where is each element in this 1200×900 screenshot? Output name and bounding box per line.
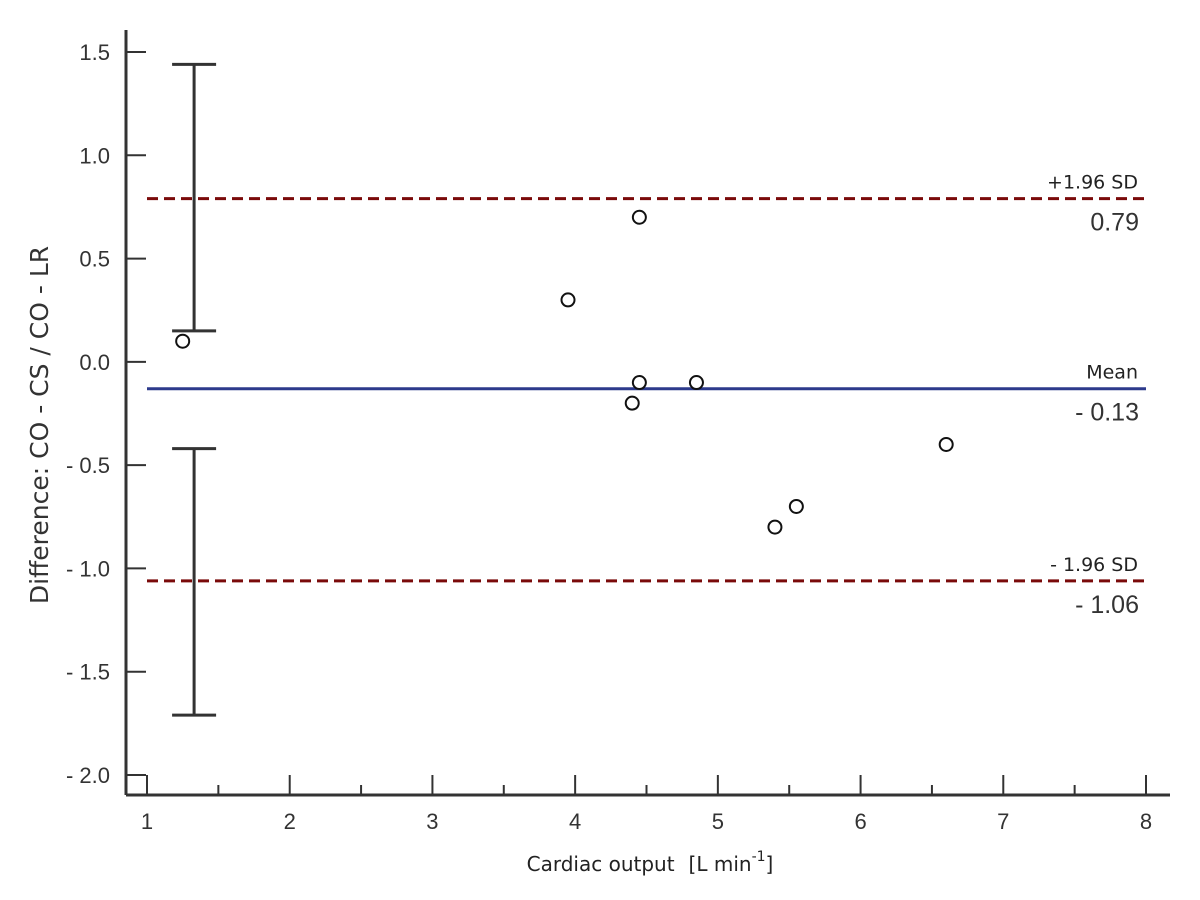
y-tick-label: - 1.0 [66, 556, 110, 581]
data-point [938, 436, 954, 452]
x-tick-label: 5 [712, 809, 724, 834]
data-point [688, 375, 704, 391]
confidence-interval-bar [172, 62, 217, 333]
reference-line-value: 0.79 [1090, 209, 1139, 237]
y-axis-label: Difference: CO - CS / CO - LR [25, 246, 54, 604]
data-point [631, 375, 647, 391]
x-tick-label: 6 [854, 809, 866, 834]
x-tick-label: 3 [426, 809, 438, 834]
data-points [175, 209, 954, 535]
y-tick-label: - 2.0 [66, 763, 110, 788]
y-axis: 1.5 1.0 0.5 0.0 - 0.5 - 1.0 - 1.5 - 2.0 [66, 30, 146, 795]
reference-line-value: - 1.06 [1075, 591, 1139, 619]
data-point [175, 333, 191, 349]
x-axis-label-name: Cardiac output [527, 852, 675, 876]
data-point [631, 209, 647, 225]
y-tick-label: - 0.5 [66, 453, 110, 478]
reference-line-label: - 1.96 SD [1050, 554, 1138, 576]
x-axis: 1 2 3 4 5 6 7 8 [126, 775, 1170, 834]
confidence-interval-bars [172, 62, 217, 717]
reference-lines: +1.96 SD 0.79 Mean - 0.13 - 1.96 SD - 1.06 [147, 172, 1146, 619]
x-tick-label: 2 [284, 809, 296, 834]
x-tick-label: 1 [141, 809, 153, 834]
x-tick-label: 4 [569, 809, 581, 834]
x-axis-label-unit-close: ] [766, 852, 774, 876]
confidence-interval-bar [172, 447, 217, 717]
y-tick-label: 1.0 [79, 143, 110, 168]
x-axis-label-unit-exponent: -1 [752, 849, 766, 865]
data-point [788, 498, 804, 514]
reference-line-label: Mean [1086, 362, 1138, 384]
x-axis-label-unit: [L min [689, 852, 752, 876]
reference-line-value: - 0.13 [1075, 399, 1139, 427]
data-point [767, 519, 783, 535]
reference-line-label: +1.96 SD [1047, 172, 1138, 194]
x-axis-label: Cardiac output [L min-1] [527, 849, 774, 876]
x-tick-label: 8 [1140, 809, 1152, 834]
x-tick-label: 7 [997, 809, 1009, 834]
y-tick-label: 1.5 [79, 40, 110, 65]
y-tick-label: - 1.5 [66, 660, 110, 685]
y-tick-label: 0.0 [79, 350, 110, 375]
data-point [560, 292, 576, 308]
data-point [624, 395, 640, 411]
y-tick-label: 0.5 [79, 247, 110, 272]
